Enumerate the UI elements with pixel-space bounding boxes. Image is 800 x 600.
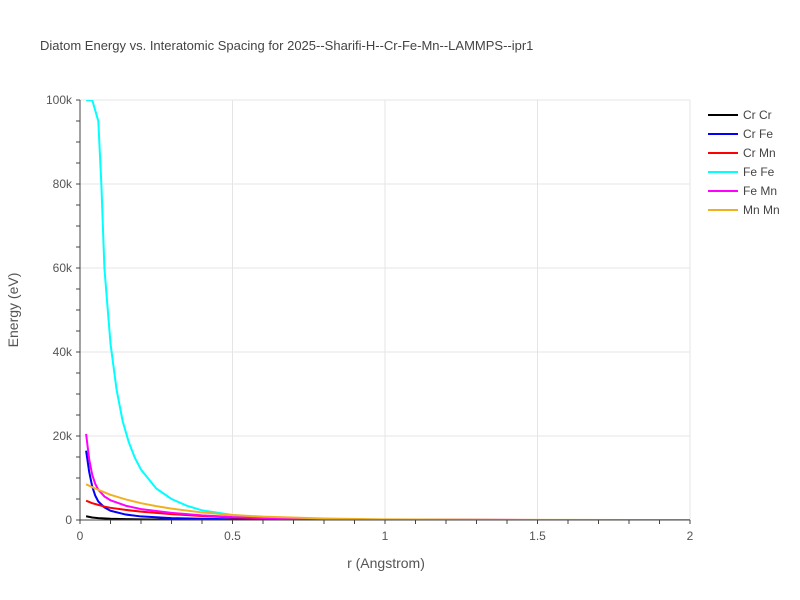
x-tick-label: 0	[77, 529, 84, 543]
legend-label-cr-fe: Cr Fe	[743, 127, 773, 141]
legend-label-mn-mn: Mn Mn	[743, 203, 780, 217]
y-axis-label: Energy (eV)	[5, 273, 21, 348]
y-tick-label: 20k	[53, 429, 73, 443]
x-tick-label: 1.5	[529, 529, 546, 543]
legend-label-fe-mn: Fe Mn	[743, 184, 777, 198]
legend: Cr Cr Cr Fe Cr Mn Fe Fe Fe Mn Mn Mn	[708, 108, 780, 217]
y-tick-label: 60k	[53, 261, 73, 275]
series-line-mn-mn	[85, 483, 690, 520]
chart-title: Diatom Energy vs. Interatomic Spacing fo…	[40, 38, 533, 53]
series-line-cr-cr	[85, 515, 690, 520]
legend-label-cr-cr: Cr Cr	[743, 108, 772, 122]
y-tick-label: 40k	[53, 345, 73, 359]
x-axis-label: r (Angstrom)	[347, 555, 425, 571]
axes: 0 0.5 1 1.5 2 0 20k 40k 60k 80k 100k	[46, 93, 694, 543]
x-tick-label: 0.5	[224, 529, 241, 543]
legend-label-fe-fe: Fe Fe	[743, 165, 775, 179]
grid	[80, 99, 691, 520]
y-tick-label: 100k	[46, 93, 73, 107]
x-tick-label: 2	[687, 529, 694, 543]
y-tick-label: 80k	[53, 177, 73, 191]
x-tick-label: 1	[382, 529, 389, 543]
legend-label-cr-mn: Cr Mn	[743, 146, 776, 160]
y-tick-label: 0	[65, 513, 72, 527]
